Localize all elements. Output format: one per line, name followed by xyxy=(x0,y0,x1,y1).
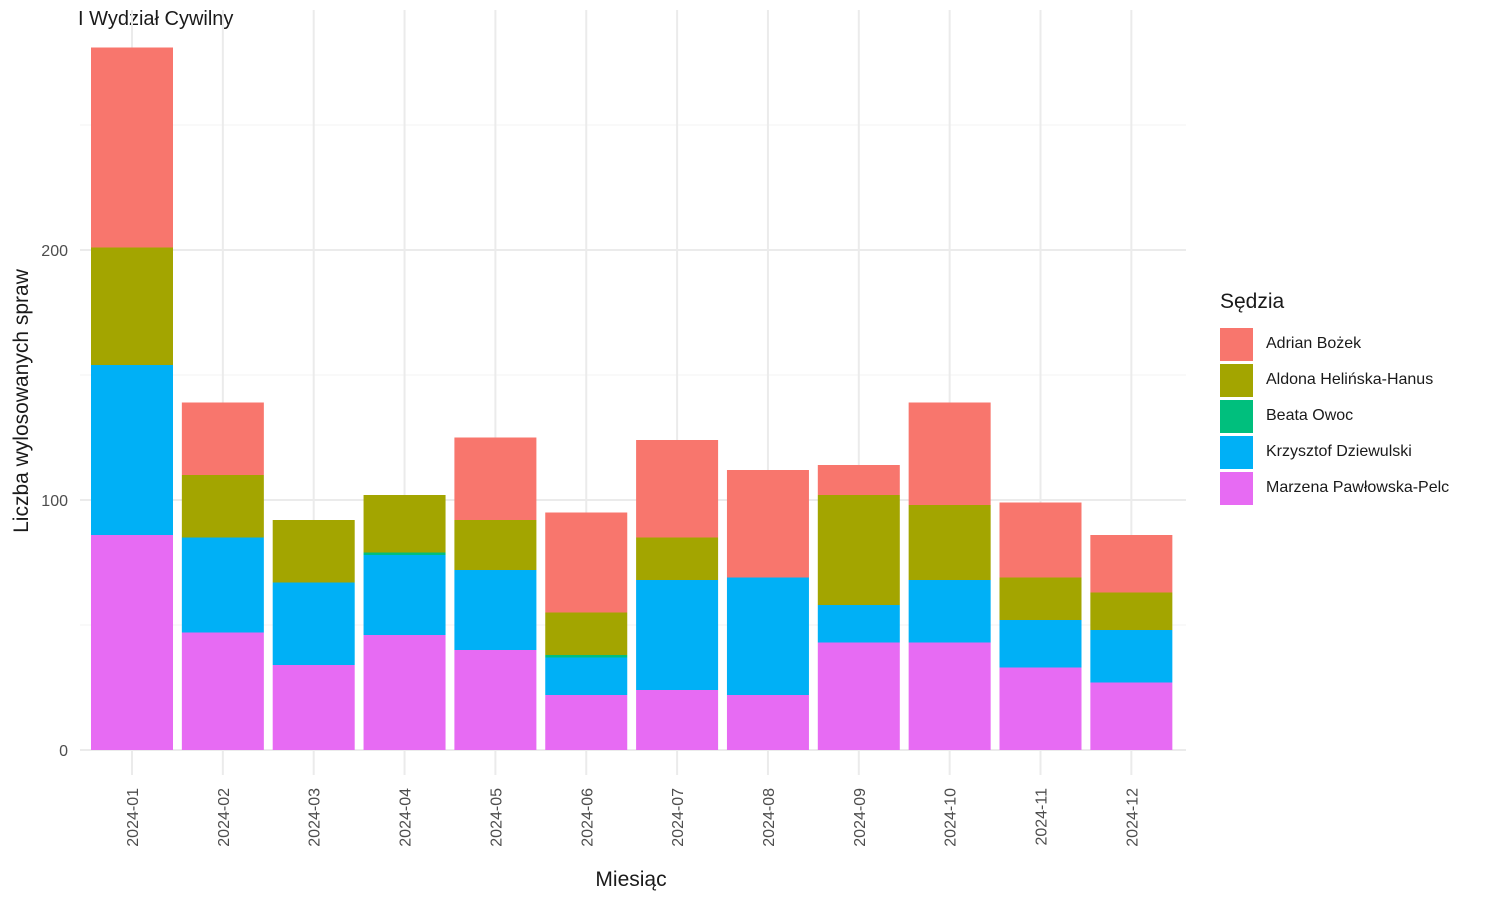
x-tick-labels: 2024-01 2024-02 2024-03 2024-04 2024-05 2024-… xyxy=(125,788,1141,847)
bar-segment xyxy=(454,650,537,750)
legend-item: Beata Owoc xyxy=(1220,398,1449,434)
y-tick-labels: 0 100 200 xyxy=(41,243,68,760)
bar-segment xyxy=(545,655,628,658)
legend-items: Adrian Bożek Aldona Helińska-Hanus Beata O… xyxy=(1220,326,1449,506)
x-tick-label: 2024-02 xyxy=(216,788,233,847)
bar-segment xyxy=(272,665,355,750)
bar-segment xyxy=(999,577,1082,620)
bar-segment xyxy=(1090,535,1173,593)
bar-segment xyxy=(726,577,809,695)
legend-label: Beata Owoc xyxy=(1266,407,1354,424)
bar-segment xyxy=(91,47,173,248)
bar-segment xyxy=(726,470,809,578)
legend-item: Krzysztof Dziewulski xyxy=(1220,434,1449,470)
x-tick-label: 2024-12 xyxy=(1124,788,1141,847)
y-axis-label: Liczba wylosowanych spraw xyxy=(10,268,33,533)
bar-segment xyxy=(1090,592,1173,630)
bar-segment xyxy=(91,247,173,365)
legend-swatch xyxy=(1220,471,1253,505)
x-tick-label: 2024-11 xyxy=(1034,788,1051,846)
y-tick-label: 0 xyxy=(59,743,68,760)
legend-item: Adrian Bożek xyxy=(1220,326,1449,362)
bar-segment xyxy=(545,512,628,613)
bars xyxy=(91,47,1173,750)
legend-swatch xyxy=(1220,399,1253,433)
legend-item: Marzena Pawłowska-Pelc xyxy=(1220,470,1449,506)
x-tick-label: 2024-09 xyxy=(852,788,869,847)
bar-segment xyxy=(908,580,991,643)
legend-item: Aldona Helińska-Hanus xyxy=(1220,362,1449,398)
bar-segment xyxy=(636,440,719,538)
legend-label: Adrian Bożek xyxy=(1266,335,1362,352)
bar-segment xyxy=(91,535,173,750)
x-tick-label: 2024-05 xyxy=(488,788,505,847)
legend: Sędzia Adrian Bożek Aldona Helińska-Hanus… xyxy=(1220,290,1449,506)
x-tick-label: 2024-08 xyxy=(761,788,778,847)
bar-segment xyxy=(181,537,264,633)
bar-segment xyxy=(817,495,900,605)
bar-segment xyxy=(363,552,446,555)
bar-segment xyxy=(454,570,537,650)
bar-segment xyxy=(363,635,446,750)
bar-segment xyxy=(272,582,355,665)
bar-segment xyxy=(181,402,264,475)
bar-segment xyxy=(454,520,537,570)
x-axis-label: Miesiąc xyxy=(595,868,666,891)
bar-segment xyxy=(181,475,264,538)
bar-segment xyxy=(999,620,1082,668)
bar-segment xyxy=(545,612,628,655)
legend-swatch xyxy=(1220,435,1253,469)
bar-segment xyxy=(363,555,446,635)
x-tick-label: 2024-10 xyxy=(943,788,960,847)
legend-swatch xyxy=(1220,327,1253,361)
bar-segment xyxy=(817,642,900,750)
bar-segment xyxy=(1090,630,1173,683)
bar-segment xyxy=(908,402,991,505)
bar-segment xyxy=(91,365,173,535)
chart-title: I Wydział Cywilny xyxy=(78,8,234,30)
x-tick-label: 2024-04 xyxy=(398,788,415,847)
legend-label: Aldona Helińska-Hanus xyxy=(1266,371,1434,388)
legend-label: Krzysztof Dziewulski xyxy=(1266,443,1412,460)
y-tick-label: 100 xyxy=(41,493,68,510)
bar-segment xyxy=(817,465,900,495)
bar-segment xyxy=(545,695,628,750)
bar-segment xyxy=(272,520,355,583)
bar-segment xyxy=(999,667,1082,750)
x-tick-label: 2024-01 xyxy=(125,788,142,847)
bar-segment xyxy=(181,632,264,750)
bar-segment xyxy=(636,537,719,580)
bar-segment xyxy=(726,695,809,750)
bar-segment xyxy=(636,690,719,750)
bar-segment xyxy=(908,642,991,750)
legend-label: Marzena Pawłowska-Pelc xyxy=(1266,479,1450,496)
y-tick-label: 200 xyxy=(41,243,68,260)
bar-segment xyxy=(545,657,628,695)
bar-segment xyxy=(908,505,991,580)
legend-swatch xyxy=(1220,363,1253,397)
x-tick-label: 2024-03 xyxy=(307,788,324,847)
bar-segment xyxy=(363,495,446,553)
x-tick-label: 2024-06 xyxy=(579,788,596,847)
legend-title: Sędzia xyxy=(1220,290,1285,313)
bar-segment xyxy=(454,437,537,520)
x-tick-label: 2024-07 xyxy=(670,788,687,847)
bar-segment xyxy=(817,605,900,643)
bar-segment xyxy=(636,580,719,690)
bar-segment xyxy=(1090,682,1173,750)
bar-segment xyxy=(999,502,1082,578)
